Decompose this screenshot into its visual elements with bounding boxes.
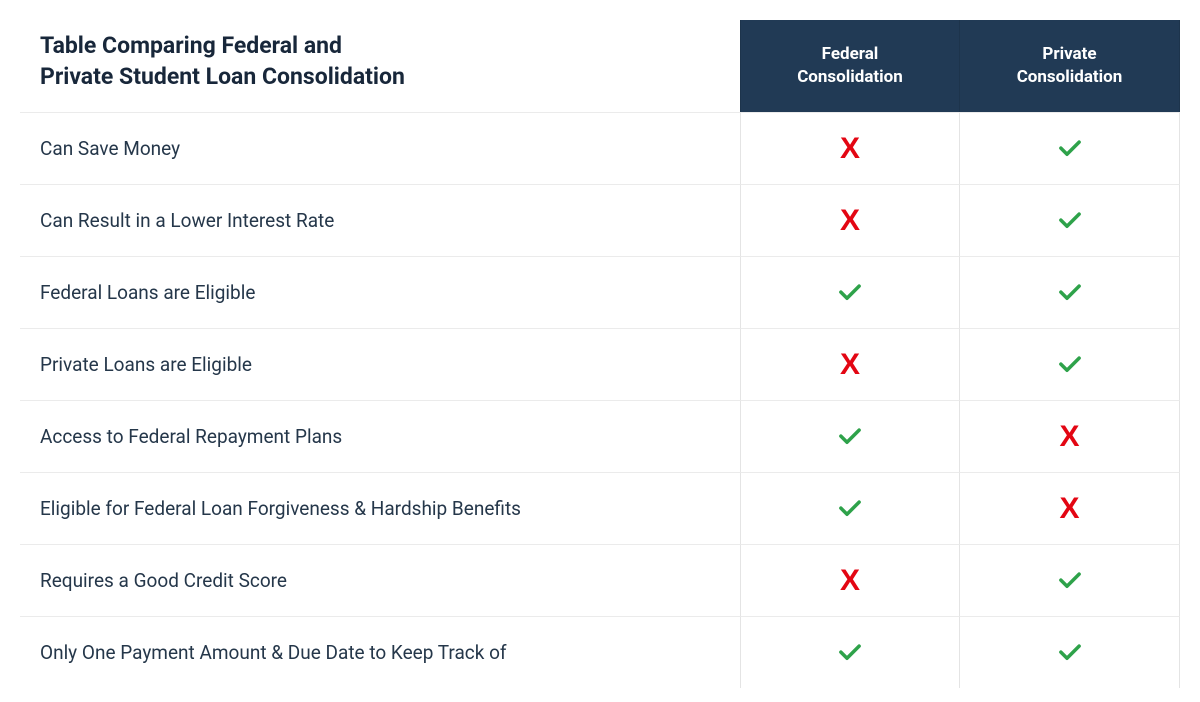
feature-label: Requires a Good Credit Score <box>20 544 740 616</box>
feature-label: Can Save Money <box>20 112 740 184</box>
check-icon <box>835 278 865 308</box>
feature-label: Only One Payment Amount & Due Date to Ke… <box>20 616 740 688</box>
cell-private <box>960 616 1180 688</box>
table-row: Can Save Money X <box>20 112 1180 184</box>
feature-label: Eligible for Federal Loan Forgiveness & … <box>20 472 740 544</box>
cell-private: X <box>960 472 1180 544</box>
check-icon <box>1055 134 1085 164</box>
x-icon: X <box>1059 494 1079 524</box>
check-icon <box>1055 638 1085 668</box>
table-row: Eligible for Federal Loan Forgiveness & … <box>20 472 1180 544</box>
check-icon <box>1055 566 1085 596</box>
table-row: Requires a Good Credit Score X <box>20 544 1180 616</box>
cell-private <box>960 328 1180 400</box>
comparison-table: Table Comparing Federal andPrivate Stude… <box>20 20 1180 688</box>
cell-federal <box>740 472 960 544</box>
x-icon: X <box>840 134 860 164</box>
cell-private: X <box>960 400 1180 472</box>
cell-federal: X <box>740 328 960 400</box>
check-icon <box>1055 278 1085 308</box>
cell-federal <box>740 400 960 472</box>
cell-federal: X <box>740 112 960 184</box>
x-icon: X <box>1059 422 1079 452</box>
table-row: Federal Loans are Eligible <box>20 256 1180 328</box>
cell-private <box>960 112 1180 184</box>
feature-label: Private Loans are Eligible <box>20 328 740 400</box>
feature-label: Access to Federal Repayment Plans <box>20 400 740 472</box>
check-icon <box>835 422 865 452</box>
cell-private <box>960 256 1180 328</box>
table-row: Can Result in a Lower Interest Rate X <box>20 184 1180 256</box>
table-row: Access to Federal Repayment Plans X <box>20 400 1180 472</box>
check-icon <box>835 494 865 524</box>
column-header-private: PrivateConsolidation <box>960 20 1180 112</box>
x-icon: X <box>840 206 860 236</box>
x-icon: X <box>840 350 860 380</box>
cell-federal <box>740 616 960 688</box>
check-icon <box>1055 206 1085 236</box>
check-icon <box>835 638 865 668</box>
cell-private <box>960 544 1180 616</box>
cell-private <box>960 184 1180 256</box>
x-icon: X <box>840 566 860 596</box>
cell-federal: X <box>740 184 960 256</box>
table-row: Private Loans are Eligible X <box>20 328 1180 400</box>
check-icon <box>1055 350 1085 380</box>
cell-federal <box>740 256 960 328</box>
feature-label: Federal Loans are Eligible <box>20 256 740 328</box>
cell-federal: X <box>740 544 960 616</box>
feature-label: Can Result in a Lower Interest Rate <box>20 184 740 256</box>
table-row: Only One Payment Amount & Due Date to Ke… <box>20 616 1180 688</box>
column-header-federal: FederalConsolidation <box>740 20 960 112</box>
table-title: Table Comparing Federal andPrivate Stude… <box>20 20 740 112</box>
